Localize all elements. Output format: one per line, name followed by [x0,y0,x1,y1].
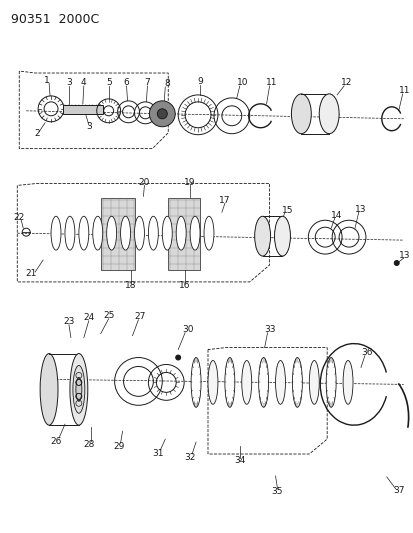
Ellipse shape [292,358,301,407]
Ellipse shape [309,360,318,404]
Text: 11: 11 [398,86,409,95]
Text: 35: 35 [271,487,282,496]
Circle shape [149,101,175,127]
Text: 23: 23 [63,317,74,326]
Text: 2: 2 [34,129,40,138]
Text: 18: 18 [124,281,136,290]
Text: 28: 28 [83,440,94,449]
Ellipse shape [204,216,214,250]
Text: 26: 26 [50,437,62,446]
Ellipse shape [65,216,75,250]
Circle shape [393,261,398,265]
Ellipse shape [254,216,270,256]
Text: 10: 10 [236,78,248,87]
Text: 21: 21 [26,270,37,278]
Ellipse shape [148,216,158,250]
Text: 7: 7 [144,78,150,87]
Ellipse shape [191,358,201,407]
Text: 37: 37 [392,486,404,495]
Polygon shape [168,198,199,270]
Ellipse shape [176,216,186,250]
Text: 5: 5 [106,78,111,87]
Text: 29: 29 [113,441,124,450]
Ellipse shape [275,360,285,404]
Ellipse shape [51,216,61,250]
Text: 90351  2000C: 90351 2000C [11,13,100,26]
Ellipse shape [241,360,251,404]
Ellipse shape [258,358,268,407]
Ellipse shape [207,360,217,404]
Ellipse shape [120,216,130,250]
Text: 11: 11 [265,78,277,87]
Text: 8: 8 [164,79,170,88]
Text: 22: 22 [14,213,25,222]
Bar [63,105,102,114]
Text: 19: 19 [184,178,195,187]
Text: 13: 13 [398,251,409,260]
Text: 20: 20 [138,178,150,187]
Text: 32: 32 [184,453,195,462]
Text: 13: 13 [354,205,366,214]
Text: 3: 3 [66,78,71,87]
Text: 1: 1 [44,76,50,85]
Circle shape [157,109,167,119]
Text: 6: 6 [123,78,129,87]
Text: 31: 31 [152,449,164,457]
Ellipse shape [190,216,199,250]
Ellipse shape [291,94,311,134]
Ellipse shape [93,216,102,250]
Text: 17: 17 [218,196,230,205]
Ellipse shape [70,353,88,425]
Ellipse shape [224,358,234,407]
Text: 25: 25 [103,311,114,320]
Text: 9: 9 [197,77,202,86]
Text: 30: 30 [182,325,193,334]
Text: 4: 4 [81,78,86,87]
Text: 34: 34 [233,456,245,465]
Text: 36: 36 [360,348,372,357]
Polygon shape [100,198,135,270]
Ellipse shape [342,360,352,404]
Text: 24: 24 [83,313,94,322]
Ellipse shape [107,216,116,250]
Text: 15: 15 [281,206,292,215]
Ellipse shape [274,216,290,256]
Text: 16: 16 [179,281,190,290]
Ellipse shape [73,366,85,413]
Text: 14: 14 [331,211,342,220]
Text: 33: 33 [263,325,275,334]
Ellipse shape [325,358,335,407]
Text: 12: 12 [341,78,352,87]
Text: 27: 27 [135,312,146,321]
Ellipse shape [78,216,88,250]
Circle shape [175,355,180,360]
Ellipse shape [318,94,338,134]
Ellipse shape [40,353,58,425]
Ellipse shape [162,216,172,250]
Ellipse shape [134,216,144,250]
Ellipse shape [76,377,82,401]
Text: 3: 3 [86,122,91,131]
